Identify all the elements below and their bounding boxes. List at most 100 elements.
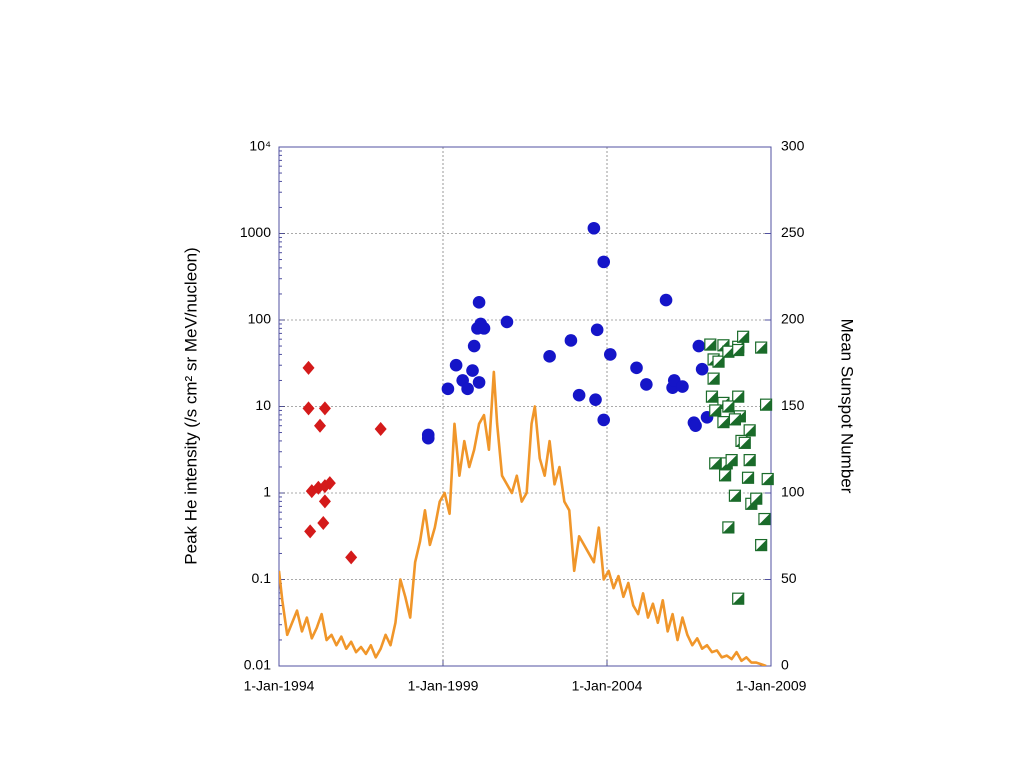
y2-tick-label: 150 xyxy=(781,397,805,413)
square-fill xyxy=(729,490,741,502)
x-tick-label: 1-Jan-2009 xyxy=(736,678,807,694)
square-fill xyxy=(732,391,744,403)
half-square-marker xyxy=(712,355,725,368)
half-square-marker xyxy=(717,416,730,429)
square-fill xyxy=(737,331,749,343)
y2-tick-label: 100 xyxy=(781,484,805,500)
y-tick-label: 10⁴ xyxy=(249,138,271,154)
square-fill xyxy=(739,437,751,449)
diamond-marker xyxy=(374,421,387,436)
circle-marker xyxy=(640,378,653,391)
diamond-marker xyxy=(317,515,330,530)
square-fill xyxy=(704,339,716,351)
y-axis-label: Peak He intensity (/s cm² sr MeV/nucleon… xyxy=(181,247,200,564)
square-fill xyxy=(758,513,770,525)
circle-marker xyxy=(472,376,486,389)
half-square-marker xyxy=(705,390,719,403)
square-fill xyxy=(726,454,738,466)
half-square-marker xyxy=(759,398,773,411)
square-fill xyxy=(750,493,762,505)
circle-marker xyxy=(630,361,643,375)
half-square-marker xyxy=(728,413,742,426)
square-fill xyxy=(706,391,718,403)
circle-marker xyxy=(461,382,474,396)
y-tick-label: 0.01 xyxy=(244,657,271,673)
diamond-marker xyxy=(318,401,331,416)
diamond-marker xyxy=(323,476,336,491)
half-square-marker xyxy=(725,454,738,467)
y-tick-label: 1000 xyxy=(240,224,271,240)
square-fill xyxy=(722,346,734,358)
y2-tick-label: 50 xyxy=(781,570,797,586)
diamond-marker xyxy=(302,360,315,375)
half-square-marker xyxy=(718,469,732,482)
y2-axis-label: Mean Sunspot Number xyxy=(838,319,857,494)
square-fill xyxy=(719,469,731,481)
y2-tick-label: 300 xyxy=(781,138,805,154)
square-fill xyxy=(744,424,756,436)
circle-marker xyxy=(603,348,617,361)
half-square-marker xyxy=(722,521,735,534)
circle-marker xyxy=(466,364,479,377)
half-square-marker xyxy=(755,341,768,354)
square-fill xyxy=(717,416,729,428)
half-square-marker xyxy=(755,538,768,552)
circle-marker xyxy=(477,322,491,335)
y-tick-label: 10 xyxy=(255,397,271,413)
square-fill xyxy=(709,404,721,416)
half-square-marker xyxy=(709,457,722,470)
square-fill xyxy=(722,401,734,412)
y-tick-label: 0.1 xyxy=(252,570,272,586)
diamond-marker xyxy=(345,550,358,565)
half-square-marker xyxy=(750,492,763,505)
square-fill xyxy=(755,539,767,551)
circle-marker xyxy=(543,350,556,363)
circle-marker xyxy=(676,380,689,393)
half-square-marker xyxy=(732,592,745,605)
half-square-marker xyxy=(743,424,756,437)
square-fill xyxy=(713,356,725,368)
circle-marker xyxy=(421,431,435,445)
circle-marker xyxy=(590,323,604,337)
half-square-marker xyxy=(707,372,720,385)
diamond-marker xyxy=(314,418,326,433)
half-square-marker xyxy=(738,436,751,449)
square-fill xyxy=(744,454,756,466)
square-fill xyxy=(762,473,774,485)
circle-marker xyxy=(441,382,455,396)
circle-marker xyxy=(587,221,601,235)
square-fill xyxy=(760,399,772,411)
circle-marker xyxy=(449,358,463,372)
sunspot-line xyxy=(279,370,767,666)
circle-marker xyxy=(695,362,709,376)
y-tick-label: 100 xyxy=(248,311,272,327)
diamond-marker xyxy=(302,401,315,416)
square-fill xyxy=(709,457,721,469)
half-square-marker xyxy=(758,512,771,526)
circle-marker xyxy=(659,293,673,307)
x-tick-label: 1-Jan-1999 xyxy=(408,678,479,694)
half-square-marker xyxy=(743,454,756,467)
x-tick-label: 1-Jan-1994 xyxy=(244,678,315,694)
half-square-marker xyxy=(737,330,750,343)
y-tick-label: 1 xyxy=(263,484,271,500)
half-square-marker xyxy=(728,489,742,502)
square-fill xyxy=(732,344,744,356)
circle-marker xyxy=(589,393,602,406)
x-tick-label: 1-Jan-2004 xyxy=(572,678,643,694)
square-fill xyxy=(729,413,741,425)
circle-marker xyxy=(472,296,486,309)
half-square-marker xyxy=(741,471,755,484)
y2-tick-label: 200 xyxy=(781,311,805,327)
circle-marker xyxy=(564,334,578,347)
half-square-marker xyxy=(722,400,735,413)
half-square-marker xyxy=(761,472,774,486)
circle-marker xyxy=(597,255,611,269)
circle-marker xyxy=(597,413,611,427)
circle-marker xyxy=(467,339,481,353)
half-square-marker xyxy=(732,390,745,403)
half-square-marker xyxy=(732,343,745,357)
square-fill xyxy=(722,521,734,533)
